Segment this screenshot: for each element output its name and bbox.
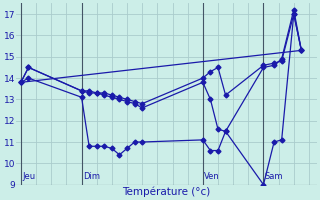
X-axis label: Température (°c): Température (°c) <box>122 186 211 197</box>
Text: Dim: Dim <box>83 172 100 181</box>
Text: Ven: Ven <box>204 172 220 181</box>
Text: Jeu: Jeu <box>22 172 36 181</box>
Text: Sam: Sam <box>265 172 284 181</box>
